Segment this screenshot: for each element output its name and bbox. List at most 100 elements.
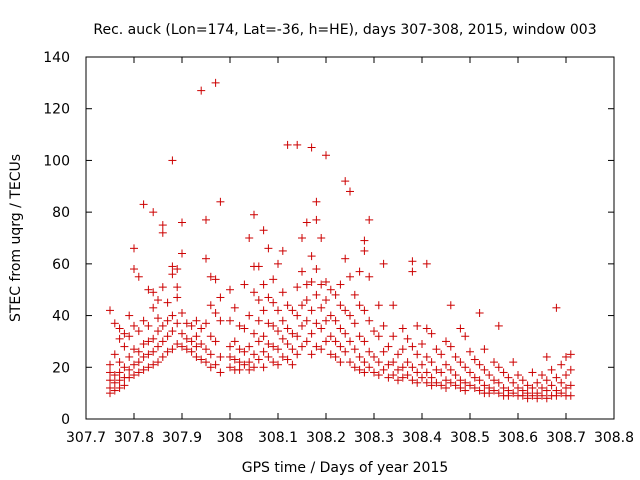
data-point <box>216 316 225 325</box>
data-point <box>494 321 503 330</box>
data-point <box>514 383 522 392</box>
data-point <box>298 321 306 330</box>
data-point <box>240 347 249 356</box>
data-point <box>144 337 153 346</box>
data-point <box>254 355 263 364</box>
data-point <box>552 373 561 382</box>
data-point <box>283 324 292 333</box>
data-point <box>245 342 254 351</box>
data-point <box>542 376 551 385</box>
data-point <box>490 376 498 385</box>
data-point <box>130 265 138 274</box>
data-point <box>350 363 359 372</box>
data-point <box>442 383 450 392</box>
x-tick-label: 308.5 <box>450 430 490 446</box>
data-point <box>158 337 167 346</box>
data-point <box>250 363 258 372</box>
data-point <box>173 293 182 302</box>
data-point <box>226 352 234 361</box>
data-point <box>120 363 129 372</box>
data-point <box>115 324 124 333</box>
data-point <box>538 383 546 392</box>
data-point <box>394 376 402 385</box>
data-point <box>413 321 422 330</box>
data-point <box>211 337 220 346</box>
data-point <box>336 342 345 351</box>
data-point <box>192 332 201 341</box>
data-point <box>144 285 153 294</box>
data-point <box>125 365 134 374</box>
data-point <box>139 200 148 209</box>
data-point <box>365 363 374 372</box>
data-point <box>413 350 422 359</box>
data-point <box>355 365 364 374</box>
data-point <box>216 368 225 377</box>
data-point <box>298 301 306 310</box>
data-point <box>322 296 330 305</box>
data-point <box>379 259 388 268</box>
data-point <box>264 319 273 328</box>
data-point <box>278 352 287 361</box>
data-point <box>494 363 503 372</box>
data-point <box>182 319 191 328</box>
data-point <box>259 280 268 289</box>
data-point <box>240 324 249 333</box>
y-tick-label: 80 <box>52 205 70 221</box>
data-point <box>269 298 278 307</box>
data-point <box>264 352 273 361</box>
data-point <box>250 350 258 359</box>
data-point <box>360 306 369 315</box>
data-point <box>293 311 302 320</box>
data-point <box>293 332 302 341</box>
data-point <box>130 360 138 369</box>
data-point <box>360 358 369 367</box>
data-point <box>154 314 162 323</box>
data-point <box>451 352 460 361</box>
data-point <box>446 342 455 351</box>
data-point <box>302 280 311 289</box>
data-point <box>245 234 254 242</box>
data-point <box>437 368 446 377</box>
data-point <box>494 378 503 387</box>
data-point <box>134 272 143 281</box>
data-point <box>250 288 258 297</box>
data-point <box>346 358 354 367</box>
data-point <box>110 319 119 328</box>
data-point <box>312 197 321 206</box>
data-point <box>264 244 273 253</box>
x-tick-label: 307.7 <box>66 430 106 446</box>
data-point <box>254 262 263 271</box>
data-point <box>509 389 518 398</box>
data-point <box>163 347 172 356</box>
data-point <box>144 321 153 330</box>
data-point <box>158 352 167 361</box>
data-point <box>259 347 268 356</box>
data-point <box>211 360 220 369</box>
x-tick-label: 308.7 <box>546 430 586 446</box>
data-point <box>187 347 196 356</box>
data-point <box>168 156 177 165</box>
data-point <box>370 368 378 377</box>
data-point <box>336 280 345 289</box>
data-point <box>322 151 330 160</box>
y-tick-label: 100 <box>43 153 70 169</box>
data-point <box>154 342 162 351</box>
data-point <box>509 378 518 387</box>
data-point <box>283 340 292 349</box>
data-point <box>331 316 340 325</box>
data-point <box>317 303 326 312</box>
data-point <box>250 329 258 338</box>
data-point <box>202 215 210 224</box>
x-tick-label: 308.1 <box>258 430 298 446</box>
data-point <box>269 275 278 284</box>
data-point <box>317 280 326 289</box>
data-point <box>346 187 354 196</box>
data-point <box>168 270 177 279</box>
data-point <box>259 332 268 341</box>
data-point <box>365 215 374 224</box>
data-point <box>168 311 177 320</box>
data-point <box>355 352 364 361</box>
data-point <box>557 389 566 398</box>
data-point <box>163 298 172 307</box>
data-point <box>125 332 134 341</box>
